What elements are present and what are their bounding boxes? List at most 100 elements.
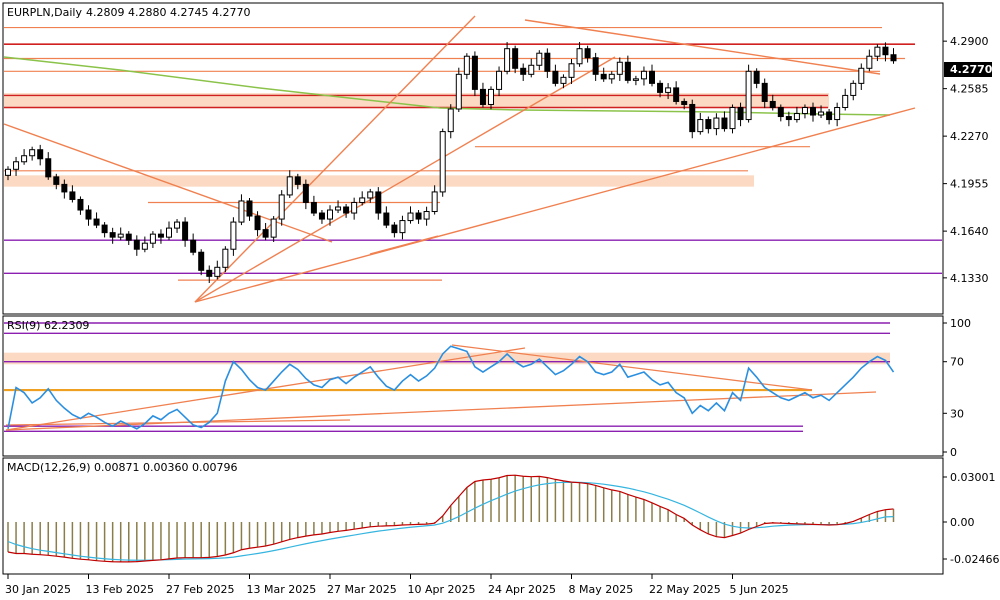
macd-tick-label: 0.00	[950, 516, 975, 529]
rsi-trend-line	[451, 344, 813, 391]
candle-body	[29, 149, 36, 157]
trend-line	[369, 235, 439, 255]
rsi-tick-label: 30	[950, 407, 964, 420]
candle-body	[5, 168, 11, 176]
trend-line	[524, 19, 881, 75]
candle-body	[584, 48, 591, 59]
candle-body	[407, 212, 414, 222]
candle-body	[858, 67, 865, 84]
candle-body	[335, 206, 342, 211]
candle-body	[367, 191, 374, 199]
candle-body	[560, 76, 567, 84]
candle-body	[520, 67, 527, 75]
candle-body	[874, 46, 881, 57]
rsi-trend-line	[5, 391, 877, 431]
candle-body	[850, 82, 857, 96]
candle-body	[399, 220, 406, 234]
candle-body	[415, 212, 422, 220]
macd-pane	[2, 457, 944, 575]
candle-body	[753, 70, 760, 84]
date-tick-label: 27 Mar 2025	[327, 583, 397, 596]
candle-body	[198, 251, 205, 271]
candle-body	[141, 242, 148, 250]
date-tick-label: 24 Apr 2025	[488, 583, 556, 596]
candle-body	[479, 88, 486, 105]
candle-body	[624, 61, 631, 81]
candle-body	[737, 106, 744, 121]
axes: 4.2900 4.2585 4.2270 4.1955 4.1640 4.1330 100 7…	[5, 35, 999, 596]
candle-body	[826, 111, 833, 121]
date-tick-label: 5 Jun 2025	[730, 583, 789, 596]
candle-body	[673, 87, 680, 102]
candle-body	[206, 269, 213, 277]
date-tick-label: 30 Jan 2025	[5, 583, 71, 596]
candle-body	[149, 233, 156, 244]
candle-body	[423, 211, 430, 220]
candle-body	[270, 218, 277, 238]
candle-body	[383, 212, 390, 226]
candle-body	[455, 73, 462, 110]
rsi-tick-label: 70	[950, 356, 964, 369]
candle-body	[842, 94, 849, 108]
macd-main-line	[7, 474, 894, 563]
candle-body	[592, 57, 599, 75]
candle-body	[431, 191, 438, 213]
candle-body	[93, 218, 100, 226]
candle-body	[254, 215, 261, 231]
trend-line	[3, 123, 333, 243]
candle-body	[689, 103, 696, 133]
candle-body	[649, 70, 655, 84]
rsi-trend-line	[5, 419, 351, 426]
candle-series	[5, 42, 897, 283]
candle-body	[238, 200, 245, 223]
candle-body	[286, 176, 293, 196]
candle-body	[616, 61, 623, 75]
candle-body	[488, 88, 494, 105]
rsi-band	[4, 352, 890, 365]
candle-body	[536, 52, 543, 66]
macd-label: MACD(12,26,9) 0.00871 0.00360 0.00796	[7, 461, 238, 474]
candle-body	[745, 70, 752, 121]
candle-body	[327, 209, 333, 220]
candle-body	[133, 239, 140, 250]
macd-tick-label: -0.02466	[950, 553, 999, 566]
candle-body	[608, 73, 615, 80]
candle-body	[713, 117, 720, 130]
rsi-line	[7, 345, 895, 430]
candle-body	[61, 183, 68, 193]
candle-body	[318, 212, 325, 220]
candle-body	[504, 48, 511, 72]
candle-body	[37, 149, 44, 160]
candle-body	[439, 131, 446, 193]
rsi-tick-label: 100	[950, 317, 971, 330]
candle-body	[729, 106, 736, 130]
price-tick-label: 4.2585	[950, 83, 989, 96]
candle-body	[785, 116, 792, 121]
price-tick-label: 4.2270	[950, 130, 989, 143]
candle-body	[375, 191, 382, 214]
candle-body	[21, 155, 28, 163]
support-band-lower	[4, 175, 754, 187]
candle-body	[463, 55, 470, 75]
price-tick-label: 4.1640	[950, 225, 989, 238]
date-tick-label: 27 Feb 2025	[166, 583, 234, 596]
candle-body	[761, 82, 768, 102]
candle-body	[769, 100, 776, 108]
candle-body	[777, 106, 784, 118]
candle-body	[447, 108, 454, 133]
current-price-label: 4.2770	[950, 63, 993, 76]
price-tick-label: 4.1330	[950, 272, 989, 285]
candle-body	[278, 194, 285, 220]
candle-body	[166, 227, 172, 238]
candle-body	[552, 70, 559, 84]
candle-body	[359, 197, 366, 203]
candle-body	[640, 70, 647, 80]
date-tick-label: 22 May 2025	[649, 583, 721, 596]
macd-tick-label: 0.03001	[950, 471, 996, 484]
date-tick-label: 10 Apr 2025	[408, 583, 476, 596]
candle-body	[13, 161, 20, 170]
trend-line	[194, 107, 916, 303]
candle-body	[657, 82, 664, 93]
